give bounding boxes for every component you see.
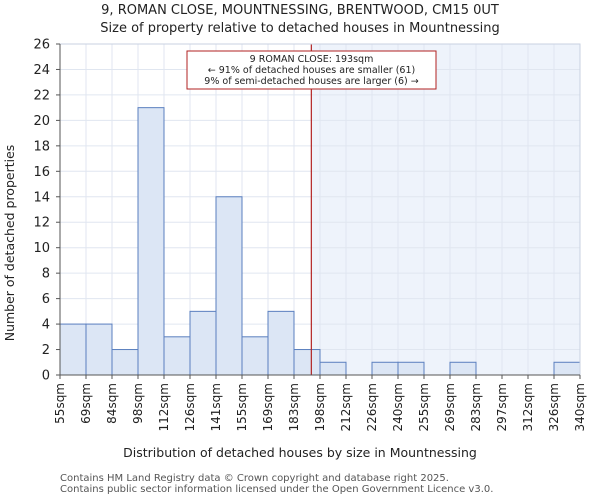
bar [241, 336, 269, 376]
bar [397, 361, 425, 376]
y-tick-label: 8 [42, 267, 50, 282]
x-ticks: 55sqm 69sqm 84sqm 98sqm 112sqm 126sqm 141sqm 15… [53, 375, 587, 431]
y-tick-label: 4 [42, 318, 50, 333]
bar [267, 310, 295, 376]
x-tick-label: 155sqm [235, 383, 249, 431]
x-tick-label: 169sqm [261, 383, 275, 431]
x-tick-label: 297sqm [495, 383, 509, 431]
y-tick-label: 18 [33, 139, 50, 154]
bar [163, 336, 191, 376]
footer-line-2: Contains public sector information licen… [60, 484, 494, 495]
annotation-line-2: ← 91% of detached houses are smaller (61… [208, 65, 415, 76]
y-tick-label: 0 [42, 369, 50, 384]
bar [85, 323, 113, 376]
y-tick-label: 20 [33, 114, 50, 129]
x-tick-label: 340sqm [573, 383, 587, 431]
x-tick-label: 326sqm [547, 383, 561, 431]
bar [553, 361, 581, 376]
x-tick-label: 312sqm [521, 383, 535, 431]
x-tick-label: 112sqm [157, 383, 171, 431]
x-axis-label: Distribution of detached houses by size … [123, 445, 477, 460]
y-tick-label: 6 [42, 292, 50, 307]
annotation: 9 ROMAN CLOSE: 193sqm ← 91% of detached … [186, 50, 437, 90]
annotation-box [186, 50, 437, 90]
y-tick-label: 16 [33, 165, 50, 180]
x-tick-label: 84sqm [105, 383, 119, 424]
x-tick-label: 255sqm [417, 383, 431, 431]
x-tick-label: 98sqm [131, 383, 145, 424]
bar [59, 323, 87, 376]
x-tick-label: 269sqm [443, 383, 457, 431]
x-tick-label: 126sqm [183, 383, 197, 431]
y-tick-label: 2 [42, 343, 50, 358]
footer-line-1: Contains HM Land Registry data © Crown c… [60, 473, 449, 484]
x-tick-label: 55sqm [53, 383, 67, 424]
bar [449, 361, 477, 376]
bar [111, 349, 139, 376]
y-tick-label: 14 [33, 190, 50, 205]
x-tick-label: 198sqm [313, 383, 327, 431]
x-tick-label: 69sqm [79, 383, 93, 424]
chart-title: 9, ROMAN CLOSE, MOUNTNESSING, BRENTWOOD,… [101, 3, 499, 18]
annotation-line-1: 9 ROMAN CLOSE: 193sqm [250, 54, 374, 65]
y-tick-label: 26 [33, 38, 50, 53]
x-tick-label: 183sqm [287, 383, 301, 431]
bar [189, 310, 217, 376]
bars [59, 107, 581, 376]
x-tick-label: 212sqm [339, 383, 353, 431]
chart-subtitle: Size of property relative to detached ho… [100, 21, 499, 36]
bar [371, 361, 399, 376]
bar [293, 349, 321, 376]
bar [319, 361, 347, 376]
y-tick-label: 22 [33, 88, 50, 103]
y-tick-label: 24 [33, 63, 50, 78]
bar [137, 107, 165, 376]
x-tick-label: 226sqm [365, 383, 379, 431]
y-tick-label: 12 [33, 216, 50, 231]
x-tick-label: 141sqm [209, 383, 223, 431]
annotation-line-3: 9% of semi-detached houses are larger (6… [204, 76, 418, 87]
highlight-region [311, 44, 580, 375]
x-tick-label: 283sqm [469, 383, 483, 431]
y-tick-label: 10 [33, 241, 50, 256]
y-axis-label: Number of detached properties [2, 145, 17, 342]
x-tick-label: 240sqm [391, 383, 405, 431]
bar [215, 196, 243, 376]
